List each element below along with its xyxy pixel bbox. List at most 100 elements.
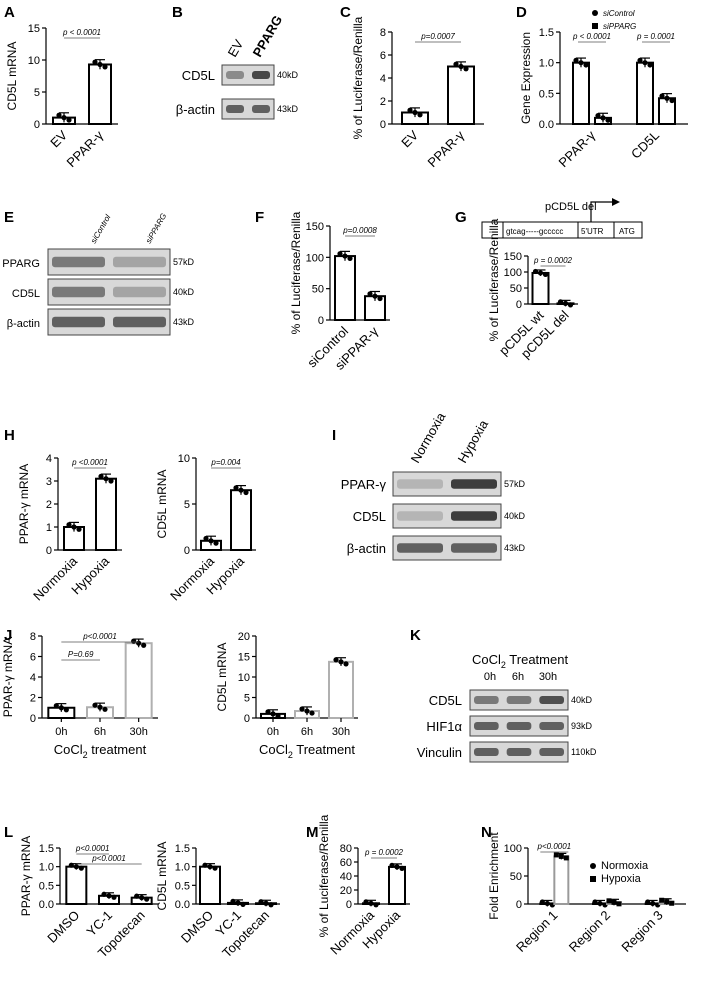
x-axis-label: CoCl2 Treatment <box>259 742 355 760</box>
legend-label: Hypoxia <box>601 873 642 885</box>
data-point <box>144 896 150 902</box>
data-point <box>642 60 648 66</box>
y-tick-label: 2 <box>46 499 52 511</box>
data-point <box>412 109 418 116</box>
data-point <box>102 64 108 70</box>
category-label: 6h <box>301 726 313 738</box>
category-label: 0h <box>55 726 67 738</box>
y-tick-label: 1 <box>46 522 52 534</box>
p-value: p = 0.0002 <box>364 848 404 857</box>
data-point <box>367 291 373 297</box>
data-point <box>212 865 218 871</box>
y-tick-label: 2 <box>30 693 36 705</box>
panel-label-F: F <box>255 209 264 226</box>
blot-row-label: CD5L <box>182 68 215 83</box>
bar <box>447 65 475 125</box>
data-point <box>645 899 651 905</box>
y-tick-label: 0 <box>346 899 352 911</box>
data-point <box>394 864 400 870</box>
y-axis-label: CD5L mRNA <box>155 470 169 539</box>
blot-band <box>226 71 244 79</box>
legend-marker <box>590 876 596 882</box>
y-tick-label: 0 <box>30 713 36 725</box>
panel-label-D: D <box>516 4 527 21</box>
y-axis-label: PPAR-γ mRNA <box>19 836 33 916</box>
y-tick-label: 0 <box>516 299 522 311</box>
data-point <box>63 707 69 713</box>
panel-label-C: C <box>340 4 351 21</box>
p-value: p < 0.0001 <box>62 28 101 37</box>
legend-label: siPPARG <box>603 22 636 31</box>
y-tick-label: 4 <box>380 73 386 85</box>
data-point <box>532 268 539 275</box>
blot-row-label: HIF1α <box>426 719 462 734</box>
data-point <box>141 642 147 648</box>
chart-c: 0 2 4 6 8 % of Luciferase/Renilla EV PPAR-γ p=0.… <box>351 16 484 170</box>
lane-label: 30h <box>539 671 557 683</box>
y-tick-label: 1.5 <box>175 843 190 855</box>
blot-kd-label: 93kD <box>571 721 593 731</box>
y-tick-label: 1.5 <box>539 27 554 39</box>
y-tick-label: 1.0 <box>39 862 54 874</box>
y-tick-label: 0 <box>184 545 190 557</box>
blot-kd-label: 40kD <box>277 70 299 80</box>
y-tick-label: 5 <box>34 87 40 99</box>
category-label: 6h <box>94 726 106 738</box>
category-label: 30h <box>129 726 147 738</box>
data-point <box>611 899 617 905</box>
category-label: PPAR-γ <box>556 127 599 170</box>
category-label: CD5L <box>628 128 662 162</box>
lane-label: 0h <box>484 671 496 683</box>
data-point <box>363 899 369 905</box>
blot-strip <box>221 64 275 86</box>
data-point <box>453 61 459 67</box>
data-point <box>71 524 77 530</box>
p-value: p=0.0008 <box>342 226 377 235</box>
blot-band <box>252 105 270 113</box>
y-tick-label: 0.0 <box>539 119 554 131</box>
bar <box>88 63 112 126</box>
data-point <box>208 538 214 544</box>
blot-row-label: CD5L <box>12 288 40 300</box>
y-tick-label: 80 <box>340 843 352 855</box>
data-point <box>605 117 611 123</box>
bar <box>124 642 153 719</box>
data-point <box>595 112 601 119</box>
data-point <box>235 900 241 906</box>
category-label: Region 3 <box>618 908 665 955</box>
data-point <box>389 862 395 869</box>
data-point <box>399 865 405 872</box>
data-point <box>66 522 72 528</box>
blot-kd-label: 40kD <box>173 287 195 297</box>
category-label: PPAR-γ <box>425 127 468 170</box>
p-value: p=0.004 <box>210 458 241 467</box>
chart-d: 0.0 0.5 1.0 1.5 Gene Expression PPAR-γ CD5L p <… <box>519 9 688 170</box>
y-tick-label: 8 <box>380 27 386 39</box>
data-point <box>539 899 545 905</box>
p-value: p = 0.0002 <box>533 256 573 265</box>
blot-band <box>539 722 564 730</box>
blot-row-label: β-actin <box>176 102 215 117</box>
data-point <box>92 702 98 708</box>
data-point <box>233 485 239 491</box>
panel-label-M: M <box>306 824 319 841</box>
blot-title: CoCl2 Treatment <box>472 652 568 670</box>
p-value: p<0.0001 <box>75 844 110 853</box>
data-point <box>265 709 271 715</box>
y-tick-label: 20 <box>340 885 352 897</box>
blot-row-label: CD5L <box>429 693 462 708</box>
construct-arrowhead <box>612 198 620 206</box>
p-value: p <0.0001 <box>71 458 108 467</box>
panel-label-I: I <box>332 427 336 444</box>
y-tick-label: 1.0 <box>539 58 554 70</box>
data-point <box>230 898 236 904</box>
blot-row-label: PPAR-γ <box>341 477 387 492</box>
y-axis-label: % of Luciferase/Renilla <box>487 218 501 341</box>
blot-band <box>113 316 166 328</box>
legend-marker <box>592 10 598 16</box>
y-axis-label: % of Luciferase/Renilla <box>351 16 365 139</box>
y-tick-label: 0 <box>46 545 52 557</box>
data-point <box>66 117 72 123</box>
